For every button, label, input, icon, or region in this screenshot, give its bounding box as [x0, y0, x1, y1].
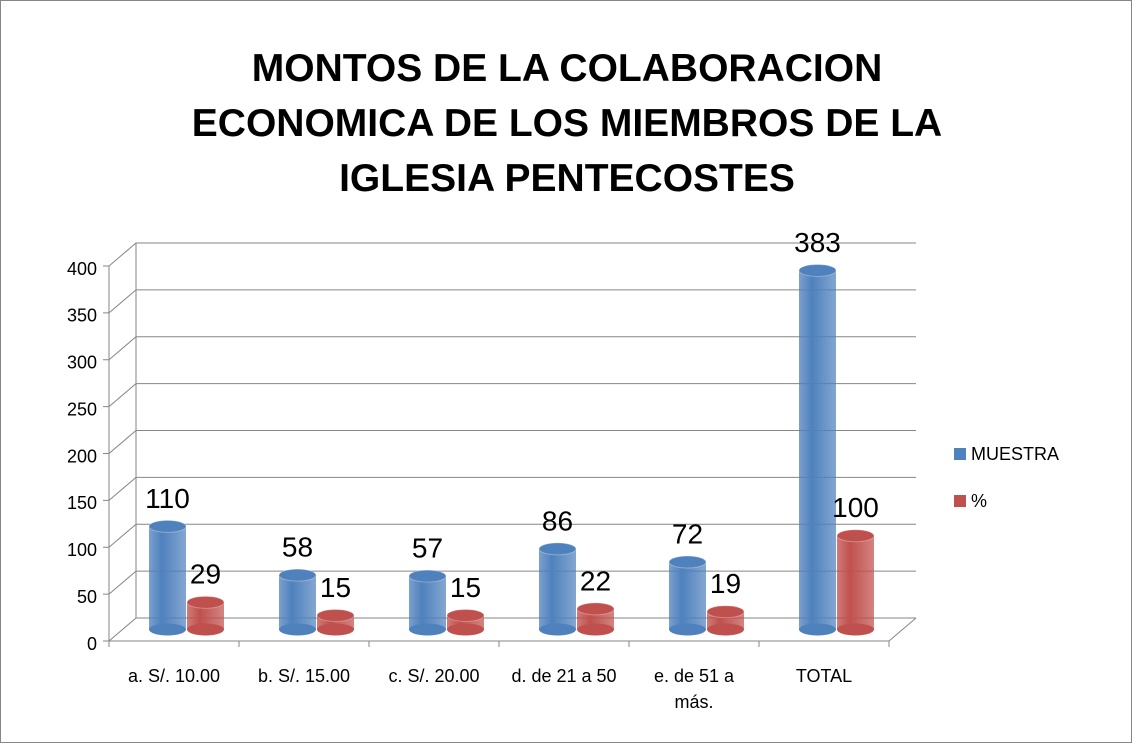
bar — [669, 562, 706, 630]
data-label: 22 — [580, 565, 611, 596]
y-tick-label: 50 — [77, 587, 97, 607]
data-label: 383 — [794, 227, 841, 258]
data-label: 110 — [145, 483, 190, 514]
x-tick-label: e. de 51 a más. — [653, 666, 735, 712]
bar-top — [316, 608, 355, 622]
floor — [109, 617, 917, 642]
y-tick-label: 350 — [67, 306, 97, 326]
grid-line — [108, 617, 916, 642]
y-tick-label: 200 — [67, 446, 97, 466]
y-tick-label: 100 — [67, 540, 97, 560]
grid-line — [108, 289, 916, 314]
x-tick-label: a. S/. 10.00 — [127, 666, 221, 686]
bar-top — [836, 529, 875, 543]
data-label: 15 — [320, 572, 351, 603]
x-tick-label: TOTAL — [795, 666, 853, 686]
grid-line — [108, 570, 916, 595]
legend-label: % — [971, 491, 987, 511]
bar — [539, 548, 576, 630]
bar-top — [408, 569, 447, 583]
bar-top — [706, 605, 745, 619]
y-tick-label: 300 — [67, 353, 97, 373]
bar — [837, 535, 874, 630]
data-label: 29 — [190, 559, 221, 590]
y-tick-label: 250 — [67, 399, 97, 419]
legend-swatch — [954, 495, 966, 507]
bar-top — [186, 595, 225, 609]
bar-top — [148, 519, 187, 533]
grid-line — [108, 430, 916, 454]
grid-line — [108, 242, 916, 267]
data-label: 58 — [282, 532, 313, 563]
y-tick-label: 0 — [87, 634, 97, 654]
legend-swatch — [954, 448, 966, 460]
grid-line — [108, 336, 916, 361]
grid-line — [108, 476, 916, 501]
data-label: 19 — [710, 568, 741, 599]
data-label: 72 — [672, 518, 703, 549]
x-tick-label: b. S/. 15.00 — [257, 666, 351, 686]
data-label: 86 — [542, 505, 573, 536]
bar-top — [278, 568, 317, 582]
grid-line — [108, 523, 916, 548]
bar — [409, 576, 446, 630]
y-tick-label: 400 — [67, 259, 97, 279]
x-tick-label: d. de 21 a 50 — [511, 666, 617, 686]
y-tick-label: 150 — [67, 493, 97, 513]
data-label: 57 — [412, 532, 443, 563]
bar-top — [668, 555, 707, 569]
chart-title: MONTOS DE LA COLABORACION ECONOMICA DE L… — [191, 47, 943, 200]
x-tick-label: c. S/. 20.00 — [388, 666, 480, 686]
data-label: 100 — [832, 492, 879, 523]
bar — [279, 575, 316, 630]
bar-top — [576, 602, 615, 616]
bar-top — [446, 608, 485, 622]
bar-top — [798, 263, 837, 277]
bar — [799, 270, 836, 630]
bar-top — [538, 542, 577, 556]
grid-line — [108, 383, 916, 408]
data-label: 15 — [450, 572, 481, 603]
bar — [149, 526, 186, 630]
legend-label: MUESTRA — [971, 444, 1059, 464]
